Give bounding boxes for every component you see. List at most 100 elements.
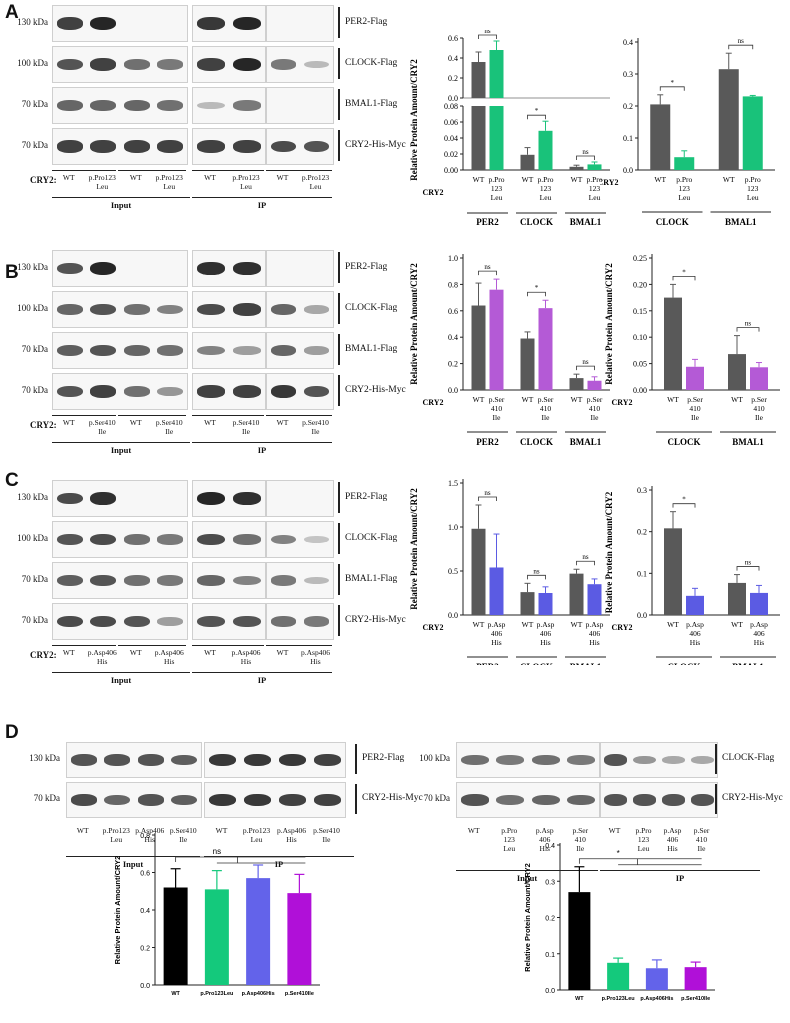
x-tick-label: 410	[753, 404, 765, 413]
x-tick-label: WT	[667, 620, 679, 629]
lane-label: p.Pro 123 Leu	[635, 826, 652, 853]
lane-label: p.Ser410 Ile	[232, 418, 260, 436]
x-tick-label: His	[589, 638, 600, 647]
lane-label: p.Ser 410 Ile	[572, 826, 589, 853]
protein-band	[270, 616, 297, 627]
bar	[645, 968, 668, 990]
significance-bracket	[175, 856, 306, 862]
blot-strip	[204, 782, 346, 818]
lane-label: p.Ser410 Ile	[88, 418, 116, 436]
protein-band	[303, 535, 330, 544]
group-label: Input	[110, 675, 132, 685]
significance-bracket	[659, 86, 685, 91]
significance-label: *	[535, 107, 539, 115]
bar	[163, 887, 188, 985]
lane-label: p.Pro123 Leu	[155, 173, 183, 191]
protein-band	[633, 794, 656, 806]
x-tick-label: WT	[575, 996, 584, 1002]
protein-band	[171, 794, 198, 806]
bar	[489, 567, 504, 615]
x-tick-label: WT	[731, 395, 743, 404]
x-tick-label: 410	[589, 404, 601, 413]
y-tick-label: 0.15	[633, 307, 647, 316]
protein-band	[70, 794, 97, 806]
group-underline	[192, 197, 332, 198]
group-label: BMAL1	[732, 662, 764, 665]
x-tick-label: 406	[589, 629, 601, 638]
cry2-row-label: CRY2	[422, 188, 443, 197]
bar	[569, 166, 584, 170]
bracket-line	[715, 744, 717, 774]
protein-band	[270, 140, 297, 153]
cry2-row-label: CRY2:	[30, 175, 57, 185]
x-tick-label: p.Asp	[586, 620, 604, 629]
bar	[520, 338, 535, 390]
protein-band	[157, 304, 184, 315]
y-tick-label: 0.6	[448, 307, 458, 316]
protein-band	[208, 793, 237, 807]
protein-band	[196, 262, 226, 275]
blot-strip	[192, 128, 266, 165]
blot-strip	[192, 291, 266, 328]
kda-marker: 130 kDa	[29, 753, 60, 763]
x-tick-label: WT	[731, 620, 743, 629]
blot-strip	[52, 128, 188, 165]
y-tick-label: 0.4	[140, 908, 150, 915]
chart-c-clock-bmal1: Relative Protein Amount/CRY2 0.0 0.1 0.2 0.3…	[604, 486, 780, 665]
group-label: IP	[257, 200, 267, 210]
y-tick-label: 0.08	[444, 102, 458, 111]
lane-underline	[192, 170, 264, 171]
blot-strip	[266, 332, 334, 369]
x-tick-label: p.Ser	[587, 395, 603, 404]
kda-marker: 130 kDa	[17, 16, 48, 27]
blot-strip	[456, 742, 600, 778]
x-tick-label: WT	[522, 620, 534, 629]
lane-label: WT	[276, 648, 289, 657]
lane-label: p.Ser410 Ile	[169, 826, 197, 844]
y-axis-label: Relative Protein Amount/CRY2	[409, 263, 419, 385]
group-label: IP	[257, 445, 267, 455]
lane-label: WT	[215, 826, 228, 835]
y-tick-label: 0.2	[545, 916, 555, 923]
blot-strip	[266, 373, 334, 410]
protein-band	[460, 754, 489, 766]
protein-band	[196, 575, 226, 586]
significance-label: ns	[745, 320, 752, 328]
bracket-line	[338, 482, 340, 513]
bar	[686, 366, 704, 390]
y-tick-label: 0.4	[623, 38, 633, 47]
protein-band	[232, 57, 262, 72]
protein-band	[270, 385, 297, 398]
y-tick-label: 0.2	[448, 360, 458, 369]
bar	[538, 130, 553, 170]
y-tick-label: 0.05	[633, 360, 647, 369]
bracket-line	[338, 293, 340, 324]
significance-bracket	[478, 34, 497, 39]
x-tick-label: Ile	[591, 413, 600, 422]
significance-label: ns	[738, 37, 745, 45]
blot-strip	[192, 603, 266, 640]
y-tick-label: 0.3	[637, 486, 647, 495]
bracket-line	[338, 7, 340, 38]
x-tick-label: His	[491, 638, 502, 647]
lane-label: WT	[62, 418, 75, 427]
protein-band	[604, 794, 627, 806]
bar	[471, 106, 486, 170]
bar	[587, 164, 602, 170]
cry2-row-label: CRY2	[611, 623, 632, 632]
protein-band	[196, 345, 226, 356]
lane-label: p.Asp406 His	[135, 826, 165, 844]
x-tick-label: p.Ser	[687, 395, 703, 404]
significance-label: *	[617, 849, 620, 858]
protein-band	[196, 615, 226, 628]
x-tick-label: WT	[473, 175, 485, 184]
protein-band	[90, 385, 117, 398]
protein-band	[313, 754, 342, 766]
blot-strip	[192, 46, 266, 83]
kda-marker: 130 kDa	[17, 261, 48, 272]
group-label: CLOCK	[667, 437, 700, 447]
group-underline	[66, 856, 200, 857]
group-label: BMAL1	[732, 437, 764, 447]
kda-marker: 70 kDa	[21, 573, 48, 584]
kda-marker: 70 kDa	[33, 793, 60, 803]
